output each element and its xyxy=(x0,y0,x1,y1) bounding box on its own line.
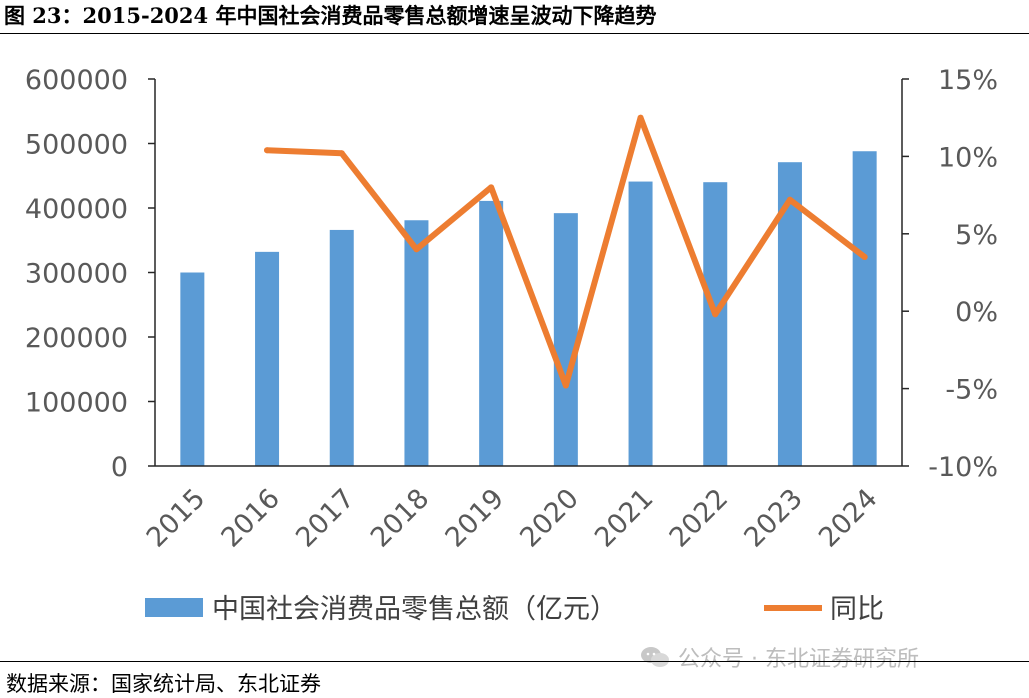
legend-label-bar: 中国社会消费品零售总额（亿元） xyxy=(212,594,617,625)
line-point-2018 xyxy=(413,246,420,253)
right-tick-label: 5% xyxy=(955,220,998,251)
x-tick-label: 2020 xyxy=(514,483,585,554)
bar-2020 xyxy=(553,213,578,466)
line-point-2021 xyxy=(637,114,644,121)
bar-2018 xyxy=(404,220,429,466)
x-tick-label: 2016 xyxy=(215,483,286,554)
left-tick-label: 600000 xyxy=(25,65,128,96)
x-tick-label: 2015 xyxy=(141,483,212,554)
right-tick-label: -10% xyxy=(928,452,998,483)
left-tick-label: 400000 xyxy=(25,194,128,225)
line-point-2022 xyxy=(712,311,719,318)
watermark: 公众号 · 东北证券研究所 xyxy=(640,641,919,673)
left-tick-label: 200000 xyxy=(25,323,128,354)
watermark-text: 公众号 · 东北证券研究所 xyxy=(678,647,919,672)
bar-2019 xyxy=(479,200,504,466)
combo-chart: 0 100000 200000 300000 400000 500000 600000 -10… xyxy=(25,65,998,625)
bar-2017 xyxy=(329,229,354,466)
left-tick-label: 0 xyxy=(111,452,128,483)
bar-2016 xyxy=(255,251,280,466)
bar-2015 xyxy=(180,272,205,466)
legend: 中国社会消费品零售总额（亿元） 同比 xyxy=(145,594,884,625)
line-point-2019 xyxy=(488,184,495,191)
source-note: 数据来源：国家统计局、东北证券 xyxy=(6,672,321,696)
right-tick-label: 0% xyxy=(955,297,998,328)
bar-2022 xyxy=(703,182,728,466)
wechat-icon xyxy=(641,647,669,667)
top-rule xyxy=(0,33,1029,34)
bars-layer xyxy=(180,151,877,467)
line-point-2017 xyxy=(338,150,345,157)
figure-title: 图 23：2015-2024 年中国社会消费品零售总额增速呈波动下降趋势 xyxy=(4,3,657,28)
left-tick-label: 300000 xyxy=(25,259,128,290)
left-tick-label: 100000 xyxy=(25,388,128,419)
bar-2021 xyxy=(628,181,653,466)
line-point-2024 xyxy=(861,254,868,261)
x-tick-label: 2023 xyxy=(738,483,809,554)
right-tick-label: -5% xyxy=(945,375,998,406)
bottom-rule xyxy=(0,661,1029,662)
x-tick-label: 2024 xyxy=(813,483,884,554)
x-tick-label: 2017 xyxy=(290,483,361,554)
left-tick-label: 500000 xyxy=(25,130,128,161)
right-tick-label: 10% xyxy=(938,142,998,173)
legend-label-line: 同比 xyxy=(830,594,884,625)
legend-swatch-bar xyxy=(145,598,203,617)
x-tick-label: 2022 xyxy=(664,483,735,554)
bar-2024 xyxy=(852,151,877,467)
line-point-2016 xyxy=(264,147,271,154)
x-tick-label: 2021 xyxy=(589,483,660,554)
x-tick-label: 2019 xyxy=(440,483,511,554)
ticks-layer: 0 100000 200000 300000 400000 500000 600000 -10… xyxy=(25,65,998,554)
line-point-2020 xyxy=(562,382,569,389)
line-point-2023 xyxy=(786,196,793,203)
x-tick-label: 2018 xyxy=(365,483,436,554)
line-layer xyxy=(264,114,868,389)
right-tick-label: 15% xyxy=(938,65,998,96)
